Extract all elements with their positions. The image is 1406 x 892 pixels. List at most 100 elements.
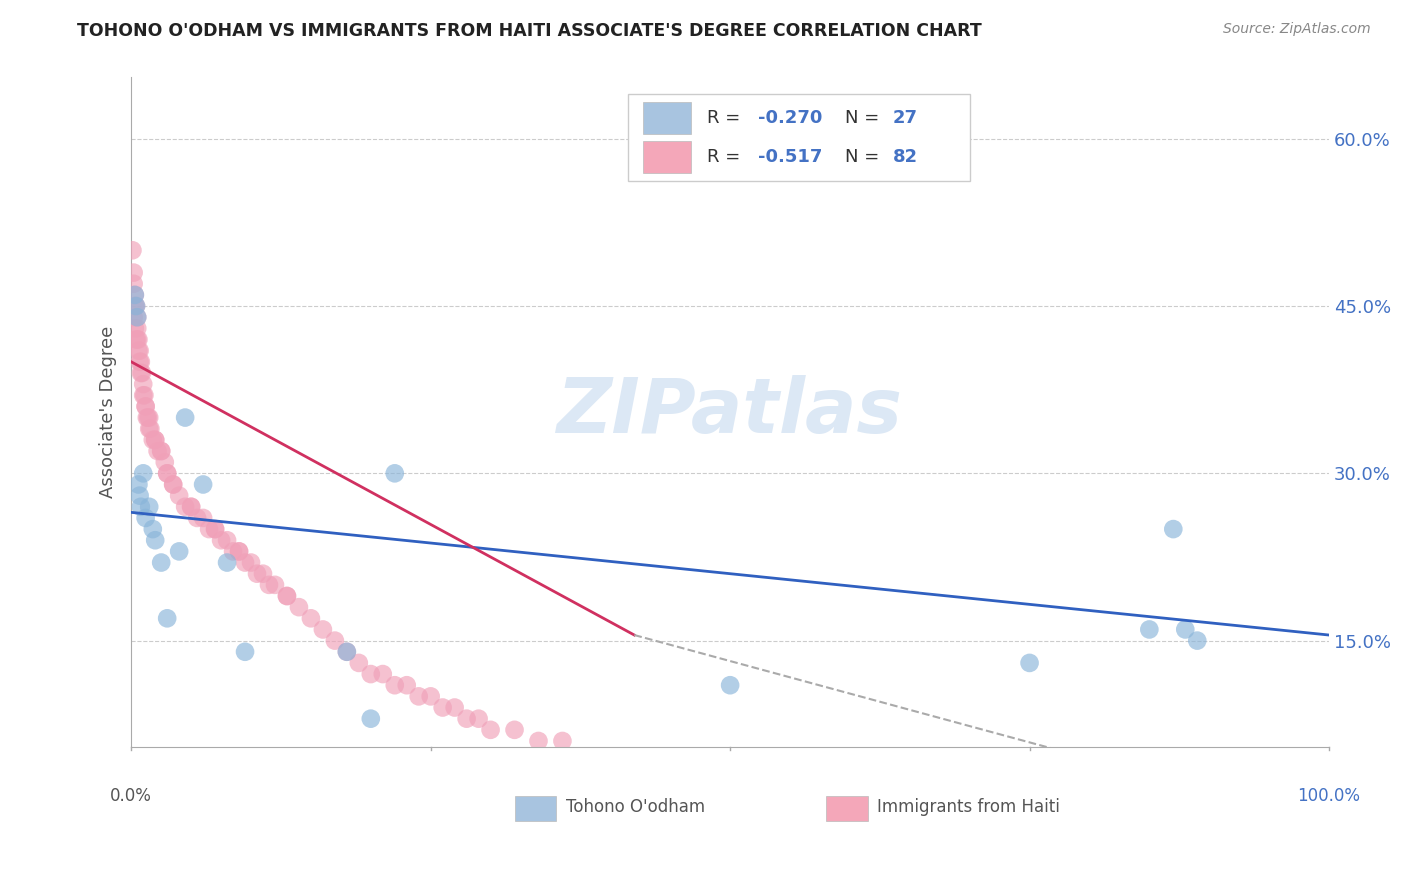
Point (276, 589, 298, 603)
Text: R =: R = (707, 148, 747, 166)
Point (167, 489, 190, 503)
Point (336, 645, 359, 659)
Point (276, 589, 298, 603)
Point (156, 611, 179, 625)
Point (191, 511, 214, 525)
FancyBboxPatch shape (643, 141, 690, 173)
Point (360, 712, 382, 726)
Point (156, 467, 179, 481)
Point (132, 467, 155, 481)
Point (142, 522, 165, 536)
Point (124, 299, 146, 313)
Text: R =: R = (707, 109, 747, 127)
Point (162, 477, 184, 491)
Point (174, 410, 197, 425)
Text: 100.0%: 100.0% (1298, 787, 1361, 805)
Point (127, 477, 149, 491)
Point (138, 422, 160, 436)
Point (264, 578, 287, 592)
Point (121, 244, 143, 258)
Point (124, 288, 146, 302)
Point (336, 645, 359, 659)
Point (252, 566, 274, 581)
Text: 82: 82 (893, 148, 918, 166)
Point (246, 566, 269, 581)
Point (156, 467, 179, 481)
Point (127, 333, 149, 347)
Point (222, 544, 245, 558)
Point (228, 544, 250, 558)
FancyBboxPatch shape (643, 102, 690, 134)
Point (384, 467, 406, 481)
Point (125, 333, 148, 347)
Point (360, 667, 382, 681)
Point (180, 500, 202, 514)
Point (138, 410, 160, 425)
Point (127, 333, 149, 347)
Point (135, 400, 157, 414)
Point (125, 299, 148, 313)
Point (138, 500, 160, 514)
Text: Source: ZipAtlas.com: Source: ZipAtlas.com (1223, 22, 1371, 37)
Text: TOHONO O'ODHAM VS IMMIGRANTS FROM HAITI ASSOCIATE'S DEGREE CORRELATION CHART: TOHONO O'ODHAM VS IMMIGRANTS FROM HAITI … (77, 22, 981, 40)
Text: Immigrants from Haiti: Immigrants from Haiti (877, 797, 1060, 816)
Text: N =: N = (845, 148, 886, 166)
Point (1161, 522, 1184, 536)
Point (718, 678, 741, 692)
Point (132, 377, 155, 392)
Point (128, 343, 150, 358)
Point (467, 712, 489, 726)
Point (131, 366, 153, 380)
Point (142, 433, 165, 447)
Point (139, 422, 162, 436)
Text: -0.517: -0.517 (758, 148, 823, 166)
Point (479, 723, 502, 737)
Point (186, 511, 208, 525)
Point (174, 500, 197, 514)
Point (136, 410, 159, 425)
Text: 27: 27 (893, 109, 918, 127)
Point (180, 500, 202, 514)
Point (209, 533, 232, 548)
Point (127, 321, 149, 335)
Point (419, 690, 441, 704)
Point (146, 444, 169, 458)
Point (551, 734, 574, 748)
Point (127, 343, 149, 358)
Point (503, 723, 526, 737)
Point (127, 310, 149, 325)
Point (128, 355, 150, 369)
Point (143, 533, 166, 548)
Point (150, 556, 173, 570)
Point (132, 388, 155, 402)
Point (233, 645, 256, 659)
Y-axis label: Associate's Degree: Associate's Degree (100, 326, 117, 498)
Point (124, 321, 146, 335)
Point (122, 310, 145, 325)
Point (395, 678, 418, 692)
Point (162, 477, 184, 491)
Text: N =: N = (845, 109, 886, 127)
Text: Tohono O'odham: Tohono O'odham (567, 797, 706, 816)
Point (240, 556, 263, 570)
Point (125, 299, 148, 313)
Point (443, 700, 465, 714)
Text: ZIPatlas: ZIPatlas (557, 375, 903, 449)
Point (134, 388, 156, 402)
Point (122, 266, 145, 280)
Point (124, 288, 146, 302)
Point (1174, 623, 1197, 637)
Point (127, 310, 149, 325)
Point (143, 433, 166, 447)
Point (432, 700, 454, 714)
Point (323, 633, 346, 648)
Point (233, 556, 256, 570)
Point (384, 678, 406, 692)
Point (191, 477, 214, 491)
FancyBboxPatch shape (825, 796, 868, 822)
Point (129, 500, 152, 514)
Point (217, 533, 239, 548)
Point (527, 734, 550, 748)
FancyBboxPatch shape (515, 796, 557, 822)
Point (143, 433, 166, 447)
